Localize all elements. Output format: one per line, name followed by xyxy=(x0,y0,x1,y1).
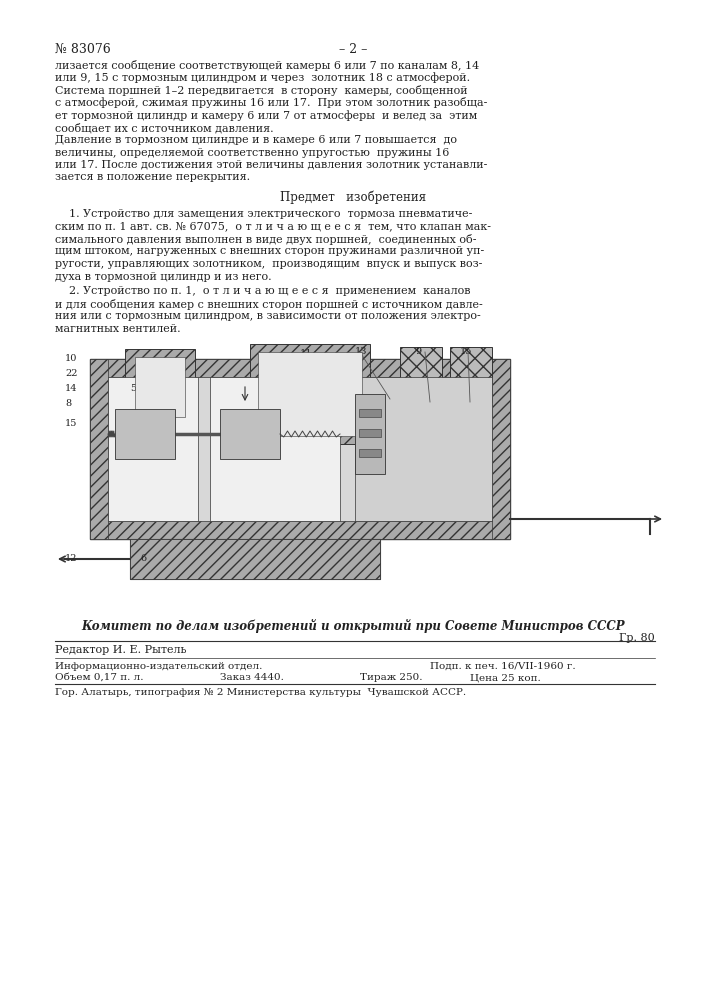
Text: 12: 12 xyxy=(65,554,78,563)
Bar xyxy=(210,377,340,521)
Text: 9: 9 xyxy=(415,347,421,356)
Text: 14: 14 xyxy=(65,384,78,393)
Text: Давление в тормозном цилиндре и в камере 6 или 7 повышается  до: Давление в тормозном цилиндре и в камере… xyxy=(55,135,457,145)
Text: симального давления выполнен в виде двух поршней,  соединенных об-: симального давления выполнен в виде двух… xyxy=(55,234,477,245)
Text: Подп. к печ. 16/VII-1960 г.: Подп. к печ. 16/VII-1960 г. xyxy=(430,662,575,671)
Text: Тираж 250.: Тираж 250. xyxy=(360,673,423,682)
Text: 2. Устройство по п. 1,  о т л и ч а ю щ е е с я  применением  каналов: 2. Устройство по п. 1, о т л и ч а ю щ е… xyxy=(55,286,470,296)
Bar xyxy=(450,347,492,402)
Text: 10: 10 xyxy=(65,354,77,363)
Bar xyxy=(258,352,362,436)
Text: ругости, управляющих золотником,  производящим  впуск и выпуск воз-: ругости, управляющих золотником, произво… xyxy=(55,259,482,269)
Text: 15: 15 xyxy=(460,347,472,356)
Text: 5: 5 xyxy=(130,384,136,393)
Bar xyxy=(400,347,442,402)
Text: духа в тормозной цилиндр и из него.: духа в тормозной цилиндр и из него. xyxy=(55,271,271,282)
Bar xyxy=(115,409,175,459)
Text: ским по п. 1 авт. св. № 67075,  о т л и ч а ю щ е е с я  тем, что клапан мак-: ским по п. 1 авт. св. № 67075, о т л и ч… xyxy=(55,222,491,232)
Text: и для сообщения камер с внешних сторон поршней с источником давле-: и для сообщения камер с внешних сторон п… xyxy=(55,298,483,310)
Bar xyxy=(125,349,195,424)
Bar xyxy=(90,359,510,377)
Bar xyxy=(359,449,381,457)
Bar xyxy=(90,521,510,539)
Text: 2: 2 xyxy=(260,434,267,443)
Bar xyxy=(108,377,198,521)
Text: зается в положение перекрытия.: зается в положение перекрытия. xyxy=(55,172,250,182)
Text: 11: 11 xyxy=(300,349,312,358)
Text: № 83076: № 83076 xyxy=(55,43,111,56)
Text: Предмет   изобретения: Предмет изобретения xyxy=(280,191,426,205)
Text: 8: 8 xyxy=(65,399,71,408)
Text: 7: 7 xyxy=(360,429,366,438)
Text: 6: 6 xyxy=(140,554,146,563)
Text: магнитных вентилей.: магнитных вентилей. xyxy=(55,324,180,334)
Text: Цена 25 коп.: Цена 25 коп. xyxy=(470,673,541,682)
Text: Система поршней 1–2 передвигается  в сторону  камеры, сообщенной: Система поршней 1–2 передвигается в стор… xyxy=(55,85,467,96)
Bar xyxy=(359,429,381,437)
Bar xyxy=(250,344,370,444)
Text: Редактор И. Е. Рытель: Редактор И. Е. Рытель xyxy=(55,645,187,655)
Text: Информационно-издательский отдел.: Информационно-издательский отдел. xyxy=(55,662,262,671)
Text: 3: 3 xyxy=(120,434,127,443)
Text: Заказ 4440.: Заказ 4440. xyxy=(220,673,284,682)
Bar xyxy=(492,359,510,539)
Bar xyxy=(130,539,380,579)
Bar xyxy=(90,359,510,539)
Text: 15: 15 xyxy=(65,419,77,428)
Text: сообщает их с источником давления.: сообщает их с источником давления. xyxy=(55,122,274,133)
Text: Комитет по делам изобретений и открытий при Совете Министров СССР: Комитет по делам изобретений и открытий … xyxy=(81,619,625,633)
Text: с атмосферой, сжимая пружины 16 или 17.  При этом золотник разобща-: с атмосферой, сжимая пружины 16 или 17. … xyxy=(55,98,487,108)
Text: лизается сообщение соответствующей камеры 6 или 7 по каналам 8, 14: лизается сообщение соответствующей камер… xyxy=(55,60,479,71)
Bar xyxy=(220,409,280,459)
Bar xyxy=(359,409,381,417)
Text: 1: 1 xyxy=(230,434,236,443)
Text: или 17. После достижения этой величины давления золотник устанавли-: или 17. После достижения этой величины д… xyxy=(55,160,487,170)
Text: щим штоком, нагруженных с внешних сторон пружинами различной уп-: щим штоком, нагруженных с внешних сторон… xyxy=(55,246,484,256)
Text: Гр. 80: Гр. 80 xyxy=(619,633,655,643)
Bar xyxy=(90,359,108,539)
Text: Объем 0,17 п. л.: Объем 0,17 п. л. xyxy=(55,673,144,682)
Text: величины, определяемой соответственно упругостью  пружины 16: величины, определяемой соответственно уп… xyxy=(55,147,450,157)
Text: 1. Устройство для замещения электрического  тормоза пневматиче-: 1. Устройство для замещения электрическо… xyxy=(55,209,472,219)
Bar xyxy=(135,357,185,417)
Text: ния или с тормозным цилиндром, в зависимости от положения электро-: ния или с тормозным цилиндром, в зависим… xyxy=(55,311,481,321)
Text: 13: 13 xyxy=(355,347,368,356)
Bar xyxy=(130,539,380,579)
Bar xyxy=(355,394,385,474)
Text: 22: 22 xyxy=(65,369,78,378)
Text: ет тормозной цилиндр и камеру 6 или 7 от атмосферы  и велед за  этим: ет тормозной цилиндр и камеру 6 или 7 от… xyxy=(55,110,477,121)
Text: или 9, 15 с тормозным цилиндром и через  золотник 18 с атмосферой.: или 9, 15 с тормозным цилиндром и через … xyxy=(55,73,470,83)
Text: – 2 –: – 2 – xyxy=(339,43,367,56)
Text: Гор. Алатырь, типография № 2 Министерства культуры  Чувашской АССР.: Гор. Алатырь, типография № 2 Министерств… xyxy=(55,688,466,697)
Bar xyxy=(355,377,492,521)
